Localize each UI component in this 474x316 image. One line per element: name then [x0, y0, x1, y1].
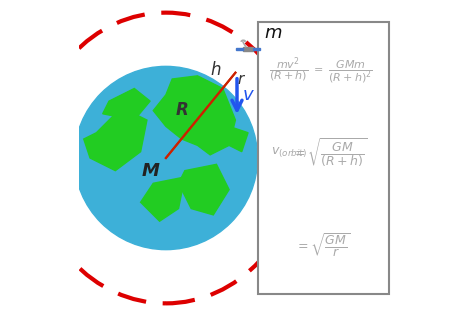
- Polygon shape: [153, 76, 236, 155]
- Polygon shape: [84, 107, 147, 171]
- Text: $=\sqrt{\dfrac{GM}{r}}$: $=\sqrt{\dfrac{GM}{r}}$: [295, 231, 351, 259]
- Text: $v_{(orbit)}$: $v_{(orbit)}$: [271, 145, 307, 160]
- Text: m: m: [264, 24, 282, 42]
- Polygon shape: [179, 164, 229, 215]
- Text: $\dfrac{mv^2}{(R+h)}\ =\ \dfrac{GMm}{(R+h)^2}$: $\dfrac{mv^2}{(R+h)}\ =\ \dfrac{GMm}{(R+…: [269, 56, 373, 87]
- Bar: [253, 48, 260, 50]
- Text: v: v: [242, 86, 253, 104]
- Circle shape: [74, 66, 257, 250]
- Polygon shape: [141, 177, 185, 221]
- Text: M: M: [141, 162, 159, 179]
- Polygon shape: [223, 126, 248, 152]
- Polygon shape: [103, 88, 150, 120]
- Text: r: r: [237, 71, 243, 87]
- Text: h: h: [210, 61, 220, 79]
- Bar: [236, 48, 243, 50]
- Bar: [257, 22, 389, 294]
- Text: R: R: [176, 101, 189, 119]
- Text: $=\sqrt{\dfrac{GM}{(R+h)}}$: $=\sqrt{\dfrac{GM}{(R+h)}}$: [292, 136, 367, 169]
- Polygon shape: [243, 47, 253, 51]
